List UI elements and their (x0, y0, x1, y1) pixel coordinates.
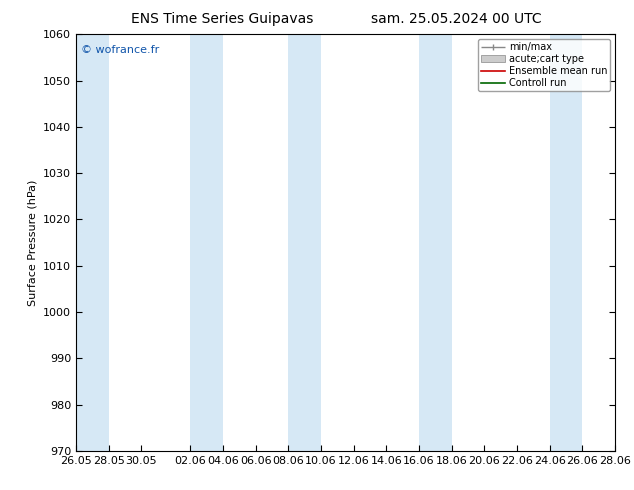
Text: © wofrance.fr: © wofrance.fr (81, 45, 160, 55)
Bar (288, 34, 321, 451)
Bar (190, 34, 223, 451)
Text: sam. 25.05.2024 00 UTC: sam. 25.05.2024 00 UTC (371, 12, 542, 26)
Bar (550, 34, 582, 451)
Legend: min/max, acute;cart type, Ensemble mean run, Controll run: min/max, acute;cart type, Ensemble mean … (477, 39, 610, 91)
Y-axis label: Surface Pressure (hPa): Surface Pressure (hPa) (27, 179, 37, 306)
Bar (419, 34, 451, 451)
Text: ENS Time Series Guipavas: ENS Time Series Guipavas (131, 12, 313, 26)
Bar (76, 34, 109, 451)
